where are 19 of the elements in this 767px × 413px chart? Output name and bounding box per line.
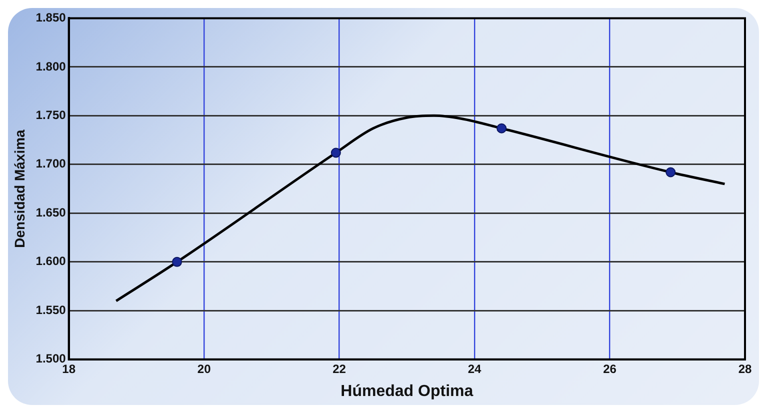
x-tick-label: 20 bbox=[197, 362, 212, 376]
line-series bbox=[114, 114, 726, 302]
y-tick-label: 1.750 bbox=[36, 108, 66, 122]
x-tick-label: 24 bbox=[468, 362, 482, 376]
point bbox=[172, 256, 182, 267]
y-tick-label: 1.700 bbox=[36, 156, 66, 171]
x-tick-label: 22 bbox=[332, 362, 346, 376]
x-tick-label: 28 bbox=[738, 362, 752, 376]
x-tick-label: 26 bbox=[603, 362, 617, 376]
point bbox=[496, 123, 507, 134]
point bbox=[330, 148, 341, 158]
point bbox=[666, 167, 676, 178]
y-tick-label: 1.600 bbox=[36, 254, 66, 268]
y-tick-label: 1.550 bbox=[36, 302, 66, 317]
y-tick-label: 1.650 bbox=[36, 205, 66, 220]
x-axis-title: Húmedad Optima bbox=[340, 382, 474, 400]
y-tick-label: 1.800 bbox=[36, 59, 66, 74]
y-tick-label: 1.850 bbox=[36, 10, 66, 25]
y-axis-title: Densidad Máxima bbox=[11, 129, 28, 248]
